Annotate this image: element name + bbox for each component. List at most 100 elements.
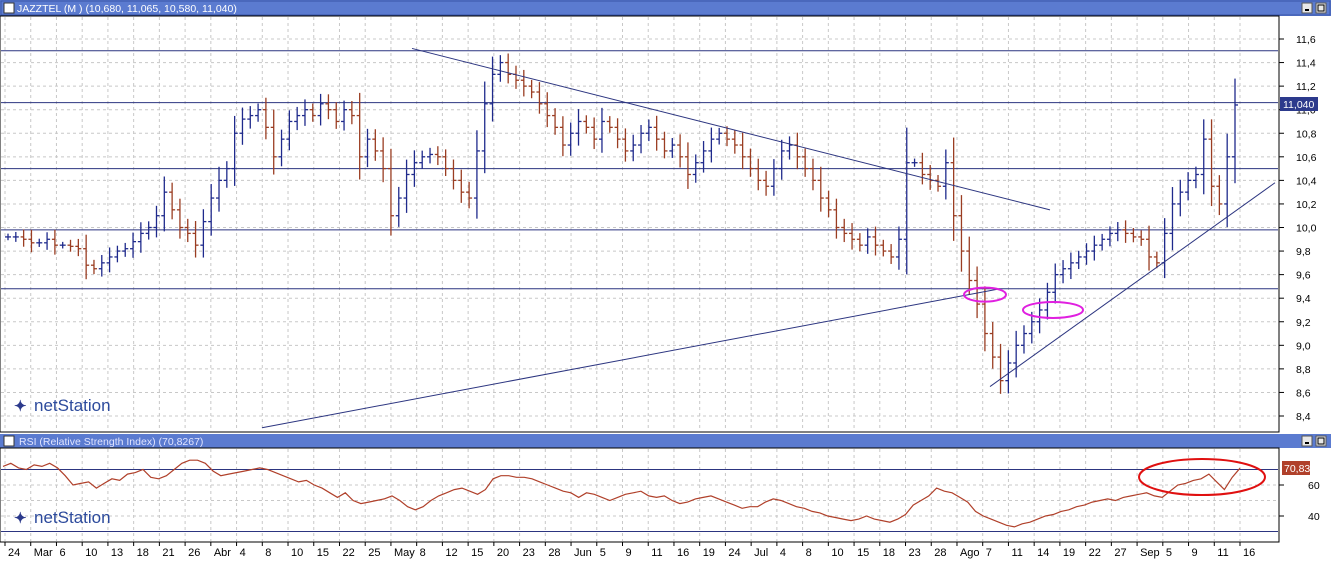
ohlc-bar <box>1224 133 1231 228</box>
minimize-icon[interactable] <box>1301 2 1313 14</box>
ohlc-bar <box>114 245 121 263</box>
rsi-y-tick-label: 60 <box>1308 480 1320 492</box>
window-icon <box>3 2 15 14</box>
ohlc-bar <box>255 103 262 122</box>
ohlc-bar <box>1067 252 1074 280</box>
ohlc-bar <box>122 242 129 257</box>
ohlc-bar <box>1005 350 1012 394</box>
x-tick-label: 9 <box>1192 547 1198 559</box>
ohlc-bar <box>372 129 379 161</box>
ohlc-bar <box>1075 250 1082 270</box>
x-tick-label: Sep <box>1140 547 1160 559</box>
ohlc-bar <box>348 101 355 125</box>
ohlc-bar <box>1130 228 1137 243</box>
ohlc-bar <box>888 244 895 264</box>
ohlc-bar <box>825 190 832 218</box>
maximize-icon[interactable] <box>1315 2 1327 14</box>
rsi-last-value: 70,83 <box>1284 463 1310 475</box>
ohlc-bar <box>106 247 113 273</box>
ohlc-bar <box>481 81 488 174</box>
x-tick-label: 10 <box>291 547 303 559</box>
rsi-title-bar[interactable] <box>0 434 1331 448</box>
price-y-tick-label: 8,4 <box>1296 411 1311 423</box>
ohlc-bar <box>606 116 613 133</box>
ohlc-bar <box>208 184 215 236</box>
price-y-tick-label: 11,2 <box>1296 81 1316 93</box>
x-tick-label: 15 <box>317 547 329 559</box>
ohlc-bar <box>442 149 449 177</box>
x-axis: 24 Mar 6 10 13 18 21 26 Abr 4 8 10 15 22 25 May 8 12 15 20 2… <box>0 541 1279 561</box>
x-tick-label: 22 <box>1089 547 1101 559</box>
ohlc-bar <box>981 286 988 352</box>
ohlc-bar <box>630 134 637 162</box>
ohlc-bar <box>184 218 191 243</box>
ohlc-bar <box>450 159 457 190</box>
x-tick-label: Ago <box>960 547 980 559</box>
ohlc-bar <box>262 97 269 140</box>
ohlc-bar <box>192 221 199 258</box>
ohlc-bar <box>403 159 410 213</box>
ohlc-bar <box>5 233 11 241</box>
ohlc-bar <box>684 142 691 189</box>
ohlc-bar <box>598 107 605 153</box>
ohlc-bar <box>544 92 551 128</box>
ohlc-bar <box>1013 330 1020 378</box>
ohlc-bar <box>919 152 926 185</box>
rsi-netstation-icon: ✦ <box>14 510 27 527</box>
price-y-tick-label: 9,6 <box>1296 270 1311 282</box>
ohlc-bar <box>1138 230 1145 246</box>
x-tick-label: 27 <box>1114 547 1126 559</box>
ohlc-bar <box>90 259 97 275</box>
price-title-bar[interactable] <box>0 0 1331 16</box>
ohlc-bar <box>489 56 496 122</box>
netstation-icon: ✦ <box>14 398 27 415</box>
ohlc-bar <box>427 147 434 164</box>
ellipse-mark <box>963 286 1007 303</box>
rsi-minimize-icon[interactable] <box>1301 435 1313 447</box>
x-tick-label: 19 <box>1063 547 1075 559</box>
ohlc-bar <box>239 107 246 145</box>
price-y-tick-label: 9,8 <box>1296 246 1311 258</box>
ohlc-bar <box>528 79 535 99</box>
ohlc-bar <box>278 129 285 167</box>
price-grid <box>1 17 1278 431</box>
rsi-grid <box>1 449 1278 541</box>
rsi-window-icon <box>3 435 15 447</box>
price-y-tick-label: 10,6 <box>1296 152 1317 164</box>
x-tick-label: 23 <box>523 547 535 559</box>
price-title: JAZZTEL (M ) (10,680, 11,065, 10,580, 11… <box>17 3 237 15</box>
ohlc-bar <box>59 241 66 249</box>
ohlc-bar <box>1091 235 1098 261</box>
x-tick-label: 9 <box>626 547 632 559</box>
rsi-ellipse-mark <box>1138 458 1266 496</box>
ohlc-bar <box>153 205 160 238</box>
ohlc-bar <box>1169 187 1176 251</box>
rsi-maximize-icon[interactable] <box>1315 435 1327 447</box>
ohlc-bar <box>301 99 308 126</box>
ohlc-bar <box>520 69 527 97</box>
ohlc-bar <box>653 115 660 151</box>
ohlc-bar <box>161 176 168 232</box>
ohlc-bar <box>669 138 676 158</box>
netstation-logo: ✦ netStation <box>14 396 111 415</box>
ohlc-bar <box>1232 78 1238 184</box>
ohlc-bar <box>380 137 387 183</box>
ohlc-bar <box>176 198 183 239</box>
x-tick-label: 28 <box>548 547 560 559</box>
ohlc-bar <box>817 166 824 212</box>
ohlc-bar <box>387 148 394 236</box>
x-tick-label: 23 <box>909 547 921 559</box>
x-tick-label: 26 <box>188 547 200 559</box>
ohlc-bar <box>458 169 465 203</box>
ohlc-bar <box>137 222 144 253</box>
ohlc-bar <box>1146 225 1153 271</box>
price-y-tick-label: 11,6 <box>1296 34 1316 46</box>
ohlc-bar <box>200 209 207 258</box>
ohlc-bar <box>536 82 543 114</box>
ohlc-bar <box>739 132 746 170</box>
price-annotations <box>261 47 1276 429</box>
ohlc-bar <box>419 150 426 169</box>
ohlc-bar <box>1106 226 1113 247</box>
ohlc-bar <box>223 161 230 188</box>
